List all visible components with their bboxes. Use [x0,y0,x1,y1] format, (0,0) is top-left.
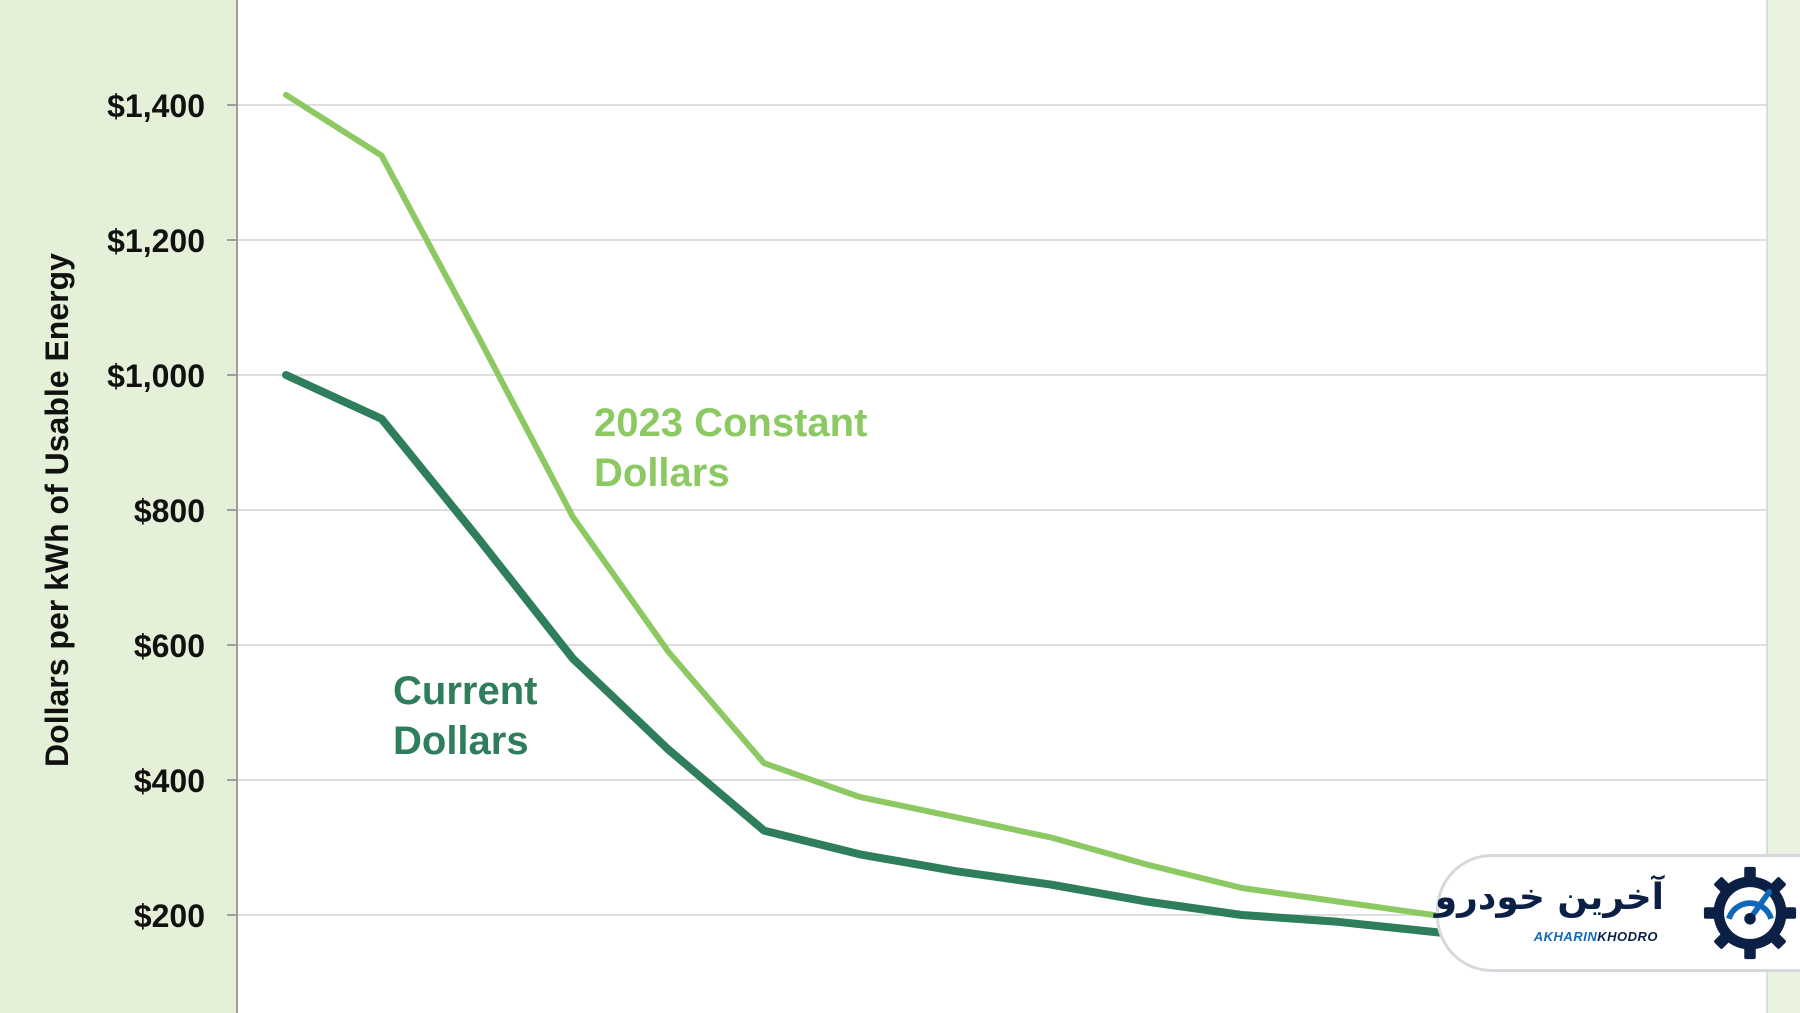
series-lines [282,91,1724,960]
constant-dollars-label: 2023 Constant Dollars [594,401,879,495]
watermark-text-en: AKHARINKHODRO [1534,929,1658,944]
watermark-logo: آخرین خودرو AKHARINKHODRO [1434,854,1800,972]
y-tick-label: $400 [134,763,205,799]
y-tick-label: $600 [134,628,205,664]
y-tick-label: $1,000 [107,358,205,394]
constant-dollars-line [283,91,1723,959]
y-tick-labels: $200 $400 $600 $800 $1,000 $1,200 $1,400 [107,88,205,934]
left-band [0,0,237,1013]
y-tick-label: $200 [134,898,205,934]
gridlines [227,104,1767,916]
y-tick-label: $1,200 [107,223,205,259]
y-tick-label: $1,400 [107,88,205,124]
y-tick-label: $800 [134,493,205,529]
watermark-en-part1: AKHARIN [1533,929,1598,944]
y-axis-title: Dollars per kWh of Usable Energy [39,253,75,767]
watermark-text-fa: آخرین خودرو [1434,877,1664,918]
watermark-en-part2: KHODRO [1597,929,1658,944]
constant-dollars-label-line2: Dollars [594,451,730,495]
current-dollars-label-line2: Dollars [393,719,529,763]
right-band [1767,0,1800,1013]
gear-speedometer-icon [1703,866,1797,960]
current-dollars-label: Current Dollars [393,669,549,763]
constant-dollars-label-line1: 2023 Constant [594,401,867,445]
current-dollars-label-line1: Current [393,669,537,713]
